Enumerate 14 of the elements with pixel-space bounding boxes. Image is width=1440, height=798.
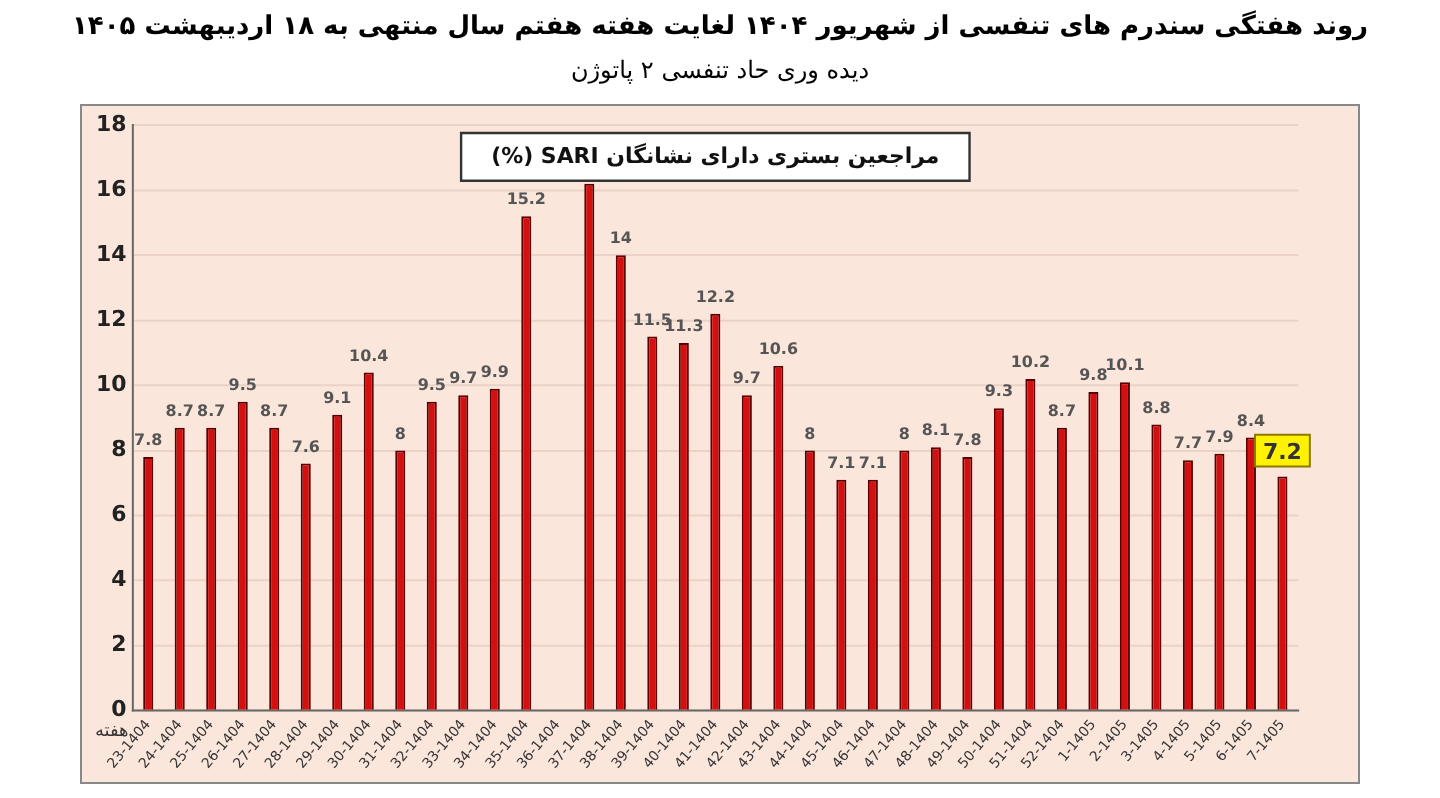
y-tick-label: 14: [95, 240, 128, 267]
chart-title: روند هفتگی سندرم های تنفسی از شهریور ۱۴۰۴ لغایت هفته هفتم سال منتهی به ۱۸ اردیبهشت ۱۴۰۵: [69, 12, 1371, 42]
y-tick-label: 8: [111, 436, 127, 463]
y-tick-label: 6: [111, 501, 128, 528]
y-tick-label: 2: [111, 631, 127, 658]
y-tick-label: 0: [111, 696, 128, 723]
data-label: 7.2: [1263, 439, 1302, 466]
y-tick-label: 4: [111, 566, 128, 593]
annotation: مراجعین بستری دارای نشانگان SARI (%): [491, 142, 940, 169]
y-tick-label: 10: [95, 371, 128, 398]
chart-subtitle: دیده وری حاد تنفسی ۲ پاتوژن: [568, 56, 872, 84]
y-tick-label: 16: [95, 175, 128, 202]
y-tick-label: 18: [95, 110, 127, 137]
y-tick-label: 12: [95, 306, 127, 333]
